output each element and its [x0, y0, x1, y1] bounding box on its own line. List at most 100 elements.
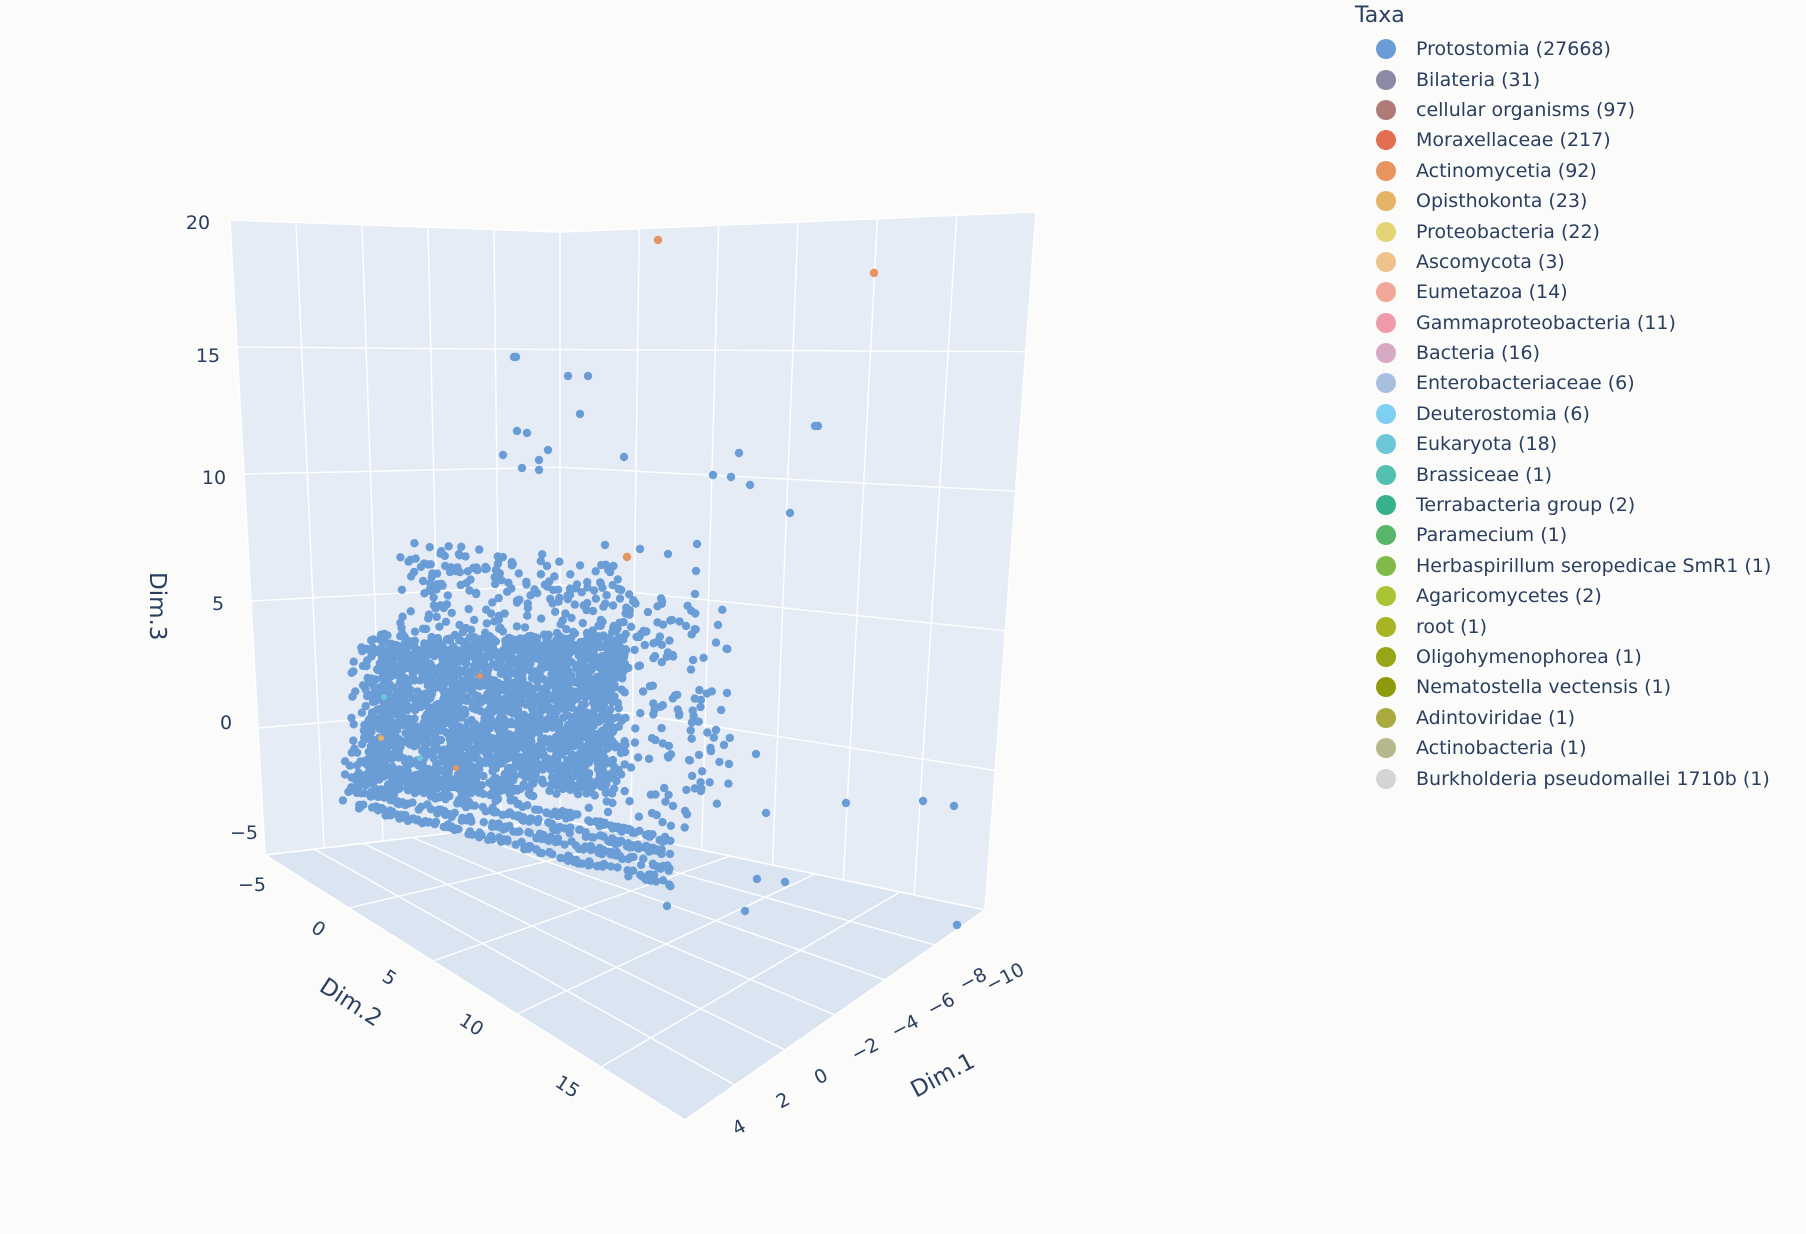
- data-point: [593, 703, 603, 713]
- data-point: [428, 569, 437, 578]
- data-point: [613, 575, 622, 584]
- data-point: [411, 554, 420, 563]
- legend-marker-icon: [1376, 647, 1396, 667]
- legend-item[interactable]: Terrabacteria group (2): [1352, 490, 1802, 520]
- data-point: [491, 579, 500, 589]
- data-point: [697, 784, 706, 793]
- legend-item[interactable]: Moraxellaceae (217): [1352, 125, 1802, 155]
- data-point: [614, 765, 623, 775]
- data-point: [553, 742, 562, 751]
- data-point: [518, 644, 527, 653]
- legend-item[interactable]: Herbaspirillum seropedicae SmR1 (1): [1352, 551, 1802, 581]
- data-point: [572, 855, 581, 865]
- data-point: [525, 698, 534, 707]
- data-point: [479, 789, 488, 799]
- legend-item[interactable]: Eumetazoa (14): [1352, 277, 1802, 307]
- data-point: [444, 542, 453, 551]
- legend-item[interactable]: Bilateria (31): [1352, 64, 1802, 94]
- legend-item[interactable]: Protostomia (27668): [1352, 34, 1802, 64]
- data-point: [591, 752, 601, 761]
- data-point: [692, 539, 702, 549]
- data-point: [521, 736, 531, 746]
- data-point: [534, 465, 544, 475]
- data-point: [396, 553, 405, 562]
- legend-marker-icon: [1376, 707, 1396, 728]
- data-point: [639, 626, 648, 636]
- legend-marker-icon: [1376, 495, 1396, 516]
- legend-marker-icon: [1376, 373, 1396, 394]
- data-point: [432, 741, 441, 751]
- legend-item[interactable]: Actinomycetia (92): [1352, 156, 1802, 186]
- legend-item[interactable]: Actinobacteria (1): [1352, 733, 1802, 763]
- data-point: [353, 748, 362, 757]
- data-point: [542, 648, 552, 657]
- data-point: [413, 786, 422, 796]
- data-point: [526, 652, 535, 662]
- data-point: [505, 707, 514, 716]
- data-point: [576, 750, 586, 759]
- data-point: [570, 641, 579, 650]
- legend-item[interactable]: Oligohymenophorea (1): [1352, 642, 1802, 672]
- data-point: [512, 598, 522, 607]
- legend-item[interactable]: Nematostella vectensis (1): [1352, 672, 1802, 702]
- data-point: [526, 591, 535, 600]
- legend-item[interactable]: Enterobacteriaceae (6): [1352, 368, 1802, 398]
- data-point: [532, 845, 541, 854]
- data-point: [535, 832, 544, 842]
- data-point: [624, 839, 633, 848]
- data-point: [472, 588, 481, 597]
- gridline: [229, 219, 266, 856]
- data-point: [419, 788, 428, 798]
- data-point: [461, 709, 470, 719]
- data-point: [586, 817, 595, 827]
- data-point: [608, 580, 617, 590]
- data-point: [523, 611, 532, 620]
- data-point: [374, 645, 384, 654]
- legend-item[interactable]: cellular organisms (97): [1352, 95, 1802, 125]
- data-point: [384, 685, 393, 694]
- data-point: [553, 697, 562, 707]
- legend-item[interactable]: Gammaproteobacteria (11): [1352, 308, 1802, 338]
- data-point: [551, 607, 560, 616]
- data-point: [696, 702, 705, 712]
- data-point: [447, 721, 457, 730]
- data-point: [357, 708, 367, 717]
- legend-marker-icon: [1376, 99, 1396, 120]
- data-point: [349, 736, 358, 745]
- data-point: [584, 783, 593, 793]
- gridline: [461, 831, 886, 981]
- legend-item[interactable]: Burkholderia pseudomallei 1710b (1): [1352, 763, 1802, 793]
- data-point: [683, 601, 692, 610]
- data-point: [375, 789, 385, 798]
- data-point: [609, 561, 618, 571]
- legend-item[interactable]: Bacteria (16): [1352, 338, 1802, 368]
- legend-marker-icon: [1376, 130, 1396, 151]
- legend-item[interactable]: Opisthokonta (23): [1352, 186, 1802, 216]
- data-point: [513, 700, 523, 710]
- legend-item[interactable]: Deuterostomia (6): [1352, 399, 1802, 429]
- data-point: [403, 771, 413, 780]
- data-point: [570, 629, 580, 638]
- data-point: [384, 699, 393, 708]
- data-point: [525, 828, 535, 838]
- legend-item[interactable]: Paramecium (1): [1352, 520, 1802, 550]
- data-point: [466, 575, 475, 584]
- legend-marker-icon: [1376, 343, 1396, 364]
- data-point: [617, 685, 626, 694]
- legend-marker-icon: [1376, 221, 1396, 242]
- legend-item[interactable]: Agaricomycetes (2): [1352, 581, 1802, 611]
- data-point: [461, 779, 471, 789]
- data-point: [673, 690, 682, 700]
- data-point: [590, 674, 599, 683]
- legend-item[interactable]: Eukaryota (18): [1352, 429, 1802, 459]
- x-tick-label: −4: [888, 1010, 923, 1043]
- data-point: [684, 755, 694, 765]
- legend-item[interactable]: Proteobacteria (22): [1352, 216, 1802, 246]
- legend-item[interactable]: root (1): [1352, 611, 1802, 641]
- data-point: [810, 421, 820, 431]
- legend-item[interactable]: Brassiceae (1): [1352, 459, 1802, 489]
- legend-item[interactable]: Ascomycota (3): [1352, 247, 1802, 277]
- data-point: [545, 577, 554, 586]
- legend-item[interactable]: Adintoviridae (1): [1352, 703, 1802, 733]
